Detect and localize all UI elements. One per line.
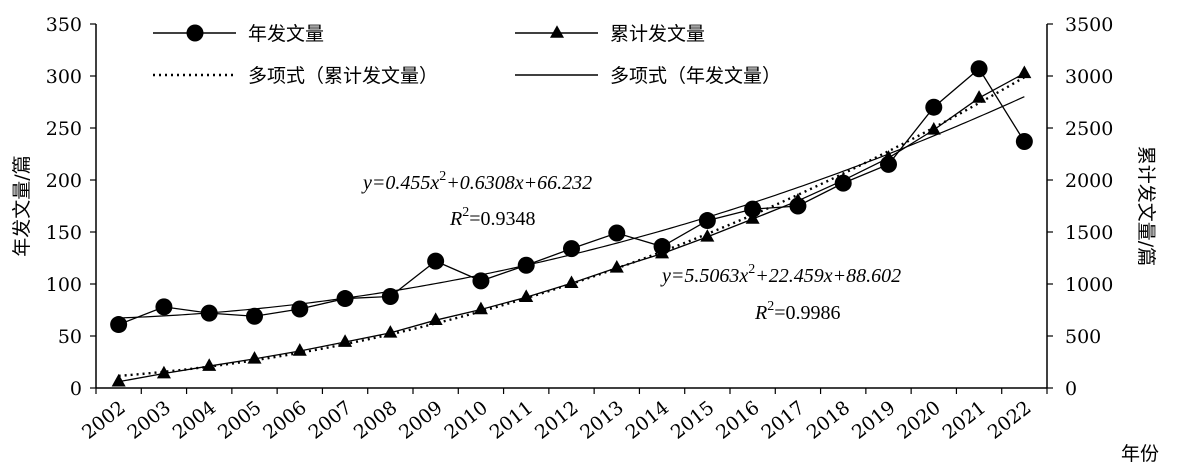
data-series — [110, 60, 1033, 387]
x-tick-label: 2005 — [214, 397, 266, 444]
y-tick-label-left: 50 — [58, 326, 82, 348]
data-point-annual — [291, 300, 309, 318]
y-tick-label-left: 250 — [46, 118, 82, 140]
y-tick-label-right: 1000 — [1065, 274, 1113, 296]
data-point-cumulative — [745, 211, 760, 224]
series-line-cumulative — [118, 72, 1025, 383]
equation-annual: y=0.455x2+0.6308x+66.232 — [361, 169, 592, 194]
data-point-cumulative — [428, 312, 443, 325]
y-tick-label-right: 3000 — [1065, 66, 1113, 88]
data-point-cumulative — [338, 334, 353, 347]
data-point-annual — [608, 224, 626, 242]
data-point-cumulative — [383, 325, 398, 338]
x-tick-label: 2022 — [984, 397, 1036, 444]
legend-marker-annual — [186, 24, 204, 42]
annotations: y=0.455x2+0.6308x+66.232 R2=0.9348 y=5.506… — [361, 169, 901, 324]
y-tick-label-left: 350 — [46, 14, 82, 36]
y-tick-label-left: 200 — [46, 170, 82, 192]
data-point-cumulative — [156, 365, 171, 379]
data-point-annual — [381, 287, 399, 305]
y-tick-label-left: 100 — [46, 274, 82, 296]
data-point-cumulative — [473, 301, 488, 315]
x-tick-label: 2008 — [350, 397, 402, 444]
x-tick-label: 2021 — [938, 397, 990, 444]
r-squared-cumulative: R2=0.9986 — [754, 299, 841, 324]
data-point-cumulative — [564, 275, 579, 289]
legend-label-cumulative: 累计发文量 — [610, 23, 705, 45]
data-point-annual — [155, 298, 173, 316]
x-tick-label: 2020 — [893, 397, 945, 444]
data-point-annual — [1015, 133, 1033, 151]
data-point-cumulative — [519, 289, 534, 302]
y-tick-label-right: 1500 — [1065, 222, 1113, 244]
trendline-cumulative — [118, 76, 1025, 378]
x-tick-label: 2016 — [712, 397, 764, 444]
x-tick-label: 2015 — [667, 397, 719, 444]
x-tick-label: 2007 — [304, 397, 356, 444]
x-tick-label: 2003 — [123, 397, 175, 444]
data-point-cumulative — [655, 245, 670, 259]
x-tick-label: 2017 — [757, 397, 809, 444]
y-axis-title-left: 年发文量/篇 — [11, 155, 33, 256]
data-point-annual — [110, 316, 128, 334]
axes: 0501001502002503003500500100015002000250… — [11, 14, 1159, 465]
y-tick-label-right: 500 — [1065, 326, 1101, 348]
r-squared-annual: R2=0.9348 — [449, 205, 536, 230]
legend-marker-cumulative — [550, 25, 564, 38]
x-tick-label: 2009 — [395, 397, 447, 444]
y-axis-title-right: 累计发文量/篇 — [1135, 146, 1157, 266]
data-point-cumulative — [881, 150, 896, 163]
data-point-annual — [246, 307, 263, 325]
data-point-cumulative — [247, 351, 262, 364]
x-tick-label: 2010 — [440, 397, 492, 444]
legend-label-trend-annual: 多项式（年发文量） — [610, 65, 781, 87]
x-tick-label: 2012 — [531, 397, 583, 444]
x-tick-label: 2011 — [486, 397, 538, 444]
data-point-cumulative — [609, 259, 624, 273]
legend-label-trend-cumulative: 多项式（累计发文量） — [248, 65, 438, 87]
data-point-annual — [744, 200, 762, 218]
y-tick-label-right: 2500 — [1065, 118, 1113, 140]
data-point-cumulative — [790, 192, 805, 206]
x-tick-label: 2014 — [621, 397, 673, 444]
equation-cumulative: y=5.5063x2+22.459x+88.602 — [660, 262, 901, 287]
data-point-cumulative — [111, 373, 126, 387]
x-tick-label: 2002 — [78, 397, 130, 444]
data-point-cumulative — [1017, 65, 1032, 79]
data-point-annual — [563, 240, 580, 258]
y-tick-label-left: 150 — [46, 222, 82, 244]
y-tick-label-left: 0 — [70, 378, 82, 400]
y-tick-label-right: 2000 — [1065, 170, 1113, 192]
data-point-annual — [200, 304, 218, 322]
data-point-annual — [698, 212, 716, 230]
data-point-cumulative — [836, 172, 851, 186]
data-point-annual — [472, 272, 490, 290]
x-tick-label: 2006 — [259, 397, 311, 444]
legend-label-annual: 年发文量 — [248, 23, 324, 45]
data-point-annual — [427, 252, 445, 270]
x-tick-label: 2004 — [169, 397, 221, 444]
data-point-annual — [517, 256, 535, 274]
data-point-annual — [336, 290, 354, 308]
data-point-cumulative — [700, 229, 715, 242]
data-point-cumulative — [292, 343, 307, 356]
y-tick-label-right: 0 — [1065, 378, 1077, 400]
data-point-annual — [925, 98, 943, 116]
x-axis-title: 年份 — [1121, 443, 1159, 465]
data-point-annual — [970, 60, 988, 78]
x-tick-label: 2013 — [576, 397, 628, 444]
data-point-cumulative — [926, 122, 941, 135]
data-point-cumulative — [972, 90, 987, 103]
data-point-cumulative — [202, 358, 217, 371]
x-tick-label: 2018 — [803, 397, 855, 444]
y-tick-label-left: 300 — [46, 66, 82, 88]
trend-lines — [118, 76, 1025, 378]
y-tick-label-right: 3500 — [1065, 14, 1113, 36]
x-tick-label: 2019 — [848, 397, 900, 444]
